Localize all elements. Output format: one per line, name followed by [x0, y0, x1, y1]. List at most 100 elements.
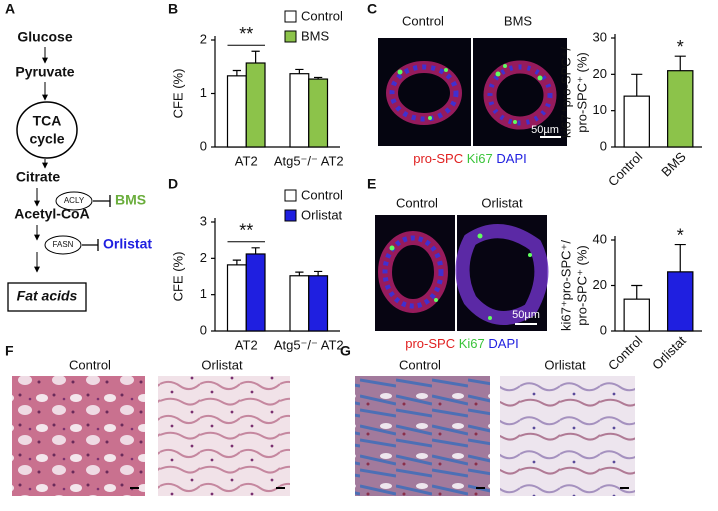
y-tick-label: 10	[593, 102, 607, 117]
x-tick-label: Orlistat	[649, 333, 689, 373]
y-axis-label: pro-SPC⁺ (%)	[574, 245, 589, 326]
bar	[308, 78, 329, 148]
pathway-step: Citrate	[16, 169, 61, 185]
y-tick-label: 20	[593, 66, 607, 81]
y-axis-label: CFE (%)	[170, 252, 185, 302]
y-tick-label: 2	[200, 31, 207, 46]
y-tick-label: 3	[200, 213, 207, 228]
image-label: BMS	[504, 13, 533, 28]
y-tick-label: 2	[200, 250, 207, 265]
x-tick-label: Control	[605, 149, 645, 189]
inhibit	[82, 239, 99, 251]
y-tick-label: 0	[600, 138, 607, 153]
image-label: Control	[396, 195, 438, 210]
error-bar	[251, 247, 260, 254]
error-bar	[674, 55, 686, 71]
annotation: *	[677, 37, 684, 57]
x-tick-label: Atg5⁻/⁻ AT2	[274, 337, 344, 352]
bar	[667, 271, 694, 332]
legend-swatch	[284, 189, 297, 202]
bar	[623, 95, 650, 148]
image-label: Orlistat	[481, 195, 523, 210]
bar	[308, 275, 329, 332]
stain: pro-SPC	[413, 151, 463, 166]
error-bar	[314, 270, 323, 276]
micrograph	[378, 38, 471, 146]
panel-letter: E	[367, 176, 376, 192]
y-tick-label: 20	[593, 277, 607, 292]
error-bar	[232, 69, 241, 76]
bar	[245, 253, 266, 332]
annotation: **	[239, 221, 253, 241]
y-tick-label: 1	[200, 286, 207, 301]
panel-letter: B	[168, 1, 178, 17]
scale-label: 50µm	[512, 309, 540, 321]
cycle-label: cycle	[29, 131, 64, 147]
cycle-circle	[16, 101, 78, 159]
stain: Ki67	[459, 336, 485, 351]
inhibitor: BMS	[115, 192, 146, 208]
panel-letter: A	[5, 1, 15, 17]
x-tick-label: Atg5⁻/⁻ AT2	[274, 153, 344, 168]
y-tick-label: 0	[200, 322, 207, 337]
bar	[245, 62, 266, 148]
image-label: Orlistat	[201, 357, 243, 372]
micrograph	[455, 215, 549, 331]
legend-swatch	[284, 10, 297, 23]
error-bar	[314, 76, 323, 80]
enzyme-label: FASN	[53, 240, 74, 249]
y-tick-label: 1	[200, 85, 207, 100]
stain-legend: pro-SPC Ki67 DAPI	[405, 336, 518, 351]
bar	[289, 275, 310, 332]
product: Fat acids	[17, 288, 78, 304]
cycle-label: TCA	[33, 113, 62, 129]
error-bar	[251, 50, 260, 64]
y-tick-label: 0	[600, 322, 607, 337]
image-label: Control	[399, 357, 441, 372]
y-axis-label: CFE (%)	[170, 69, 185, 119]
y-tick-label: 0	[200, 138, 207, 153]
legend-swatch	[284, 30, 297, 43]
product-box	[7, 282, 87, 312]
x-tick-label: AT2	[235, 153, 258, 168]
bar	[667, 70, 694, 148]
stain: pro-SPC	[405, 336, 455, 351]
pathway-step: Glucose	[17, 29, 72, 45]
pathway-step: Acetyl-CoA	[14, 206, 89, 222]
legend-label: Control	[301, 187, 343, 202]
y-tick-label: 40	[593, 231, 607, 246]
y-axis-label: pro-SPC⁺ (%)	[574, 52, 589, 133]
panel-letter: F	[5, 343, 14, 359]
legend-label: Orlistat	[301, 207, 343, 222]
y-tick-label: 30	[593, 29, 607, 44]
legend-label: Control	[301, 8, 343, 23]
inhibitor: Orlistat	[103, 236, 152, 252]
enzyme	[44, 235, 82, 255]
histology-image	[12, 376, 145, 496]
panel-letter: C	[367, 1, 377, 17]
stain-legend: pro-SPC Ki67 DAPI	[413, 151, 526, 166]
image-label: Control	[69, 357, 111, 372]
stain: Ki67	[467, 151, 493, 166]
micrograph	[375, 215, 455, 331]
error-bar	[631, 73, 643, 97]
inhibit	[93, 195, 111, 207]
error-bar	[674, 243, 686, 272]
x-tick-label: Control	[605, 333, 645, 373]
legend-swatch	[284, 209, 297, 222]
panel-letter: G	[340, 343, 351, 359]
scale-label: 50µm	[531, 124, 559, 136]
error-bar	[295, 68, 304, 74]
histology-image	[355, 376, 490, 496]
stain: DAPI	[488, 336, 518, 351]
error-bar	[631, 284, 643, 300]
y-axis-label: ki67⁺pro-SPC⁺/	[558, 47, 573, 138]
pathway-step: Pyruvate	[15, 64, 74, 80]
y-axis-label: ki67⁺pro-SPC⁺/	[558, 240, 573, 331]
bar	[289, 73, 310, 148]
enzyme-label: ACLY	[64, 196, 85, 205]
histology-image	[500, 376, 635, 496]
error-bar	[295, 271, 304, 276]
enzyme	[55, 191, 93, 211]
